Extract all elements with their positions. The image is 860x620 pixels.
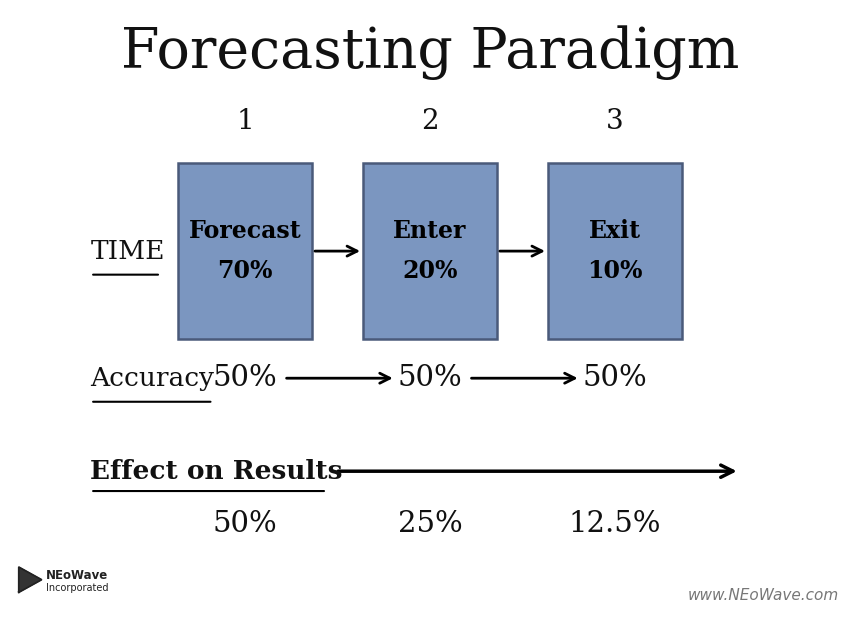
Text: 12.5%: 12.5% — [568, 510, 661, 538]
Text: 50%: 50% — [212, 510, 278, 538]
Text: 3: 3 — [606, 108, 624, 135]
Text: 2: 2 — [421, 108, 439, 135]
Text: 50%: 50% — [397, 364, 463, 392]
Text: TIME: TIME — [90, 239, 165, 264]
FancyBboxPatch shape — [363, 162, 497, 340]
Text: 50%: 50% — [212, 364, 278, 392]
Text: 50%: 50% — [582, 364, 648, 392]
FancyBboxPatch shape — [549, 162, 681, 340]
Text: 25%: 25% — [397, 510, 463, 538]
Text: Enter
20%: Enter 20% — [393, 219, 467, 283]
Polygon shape — [19, 567, 41, 592]
Text: 1: 1 — [237, 108, 254, 135]
Text: Accuracy: Accuracy — [90, 366, 214, 391]
Text: Effect on Results: Effect on Results — [90, 459, 343, 484]
Text: NEoWave: NEoWave — [46, 569, 108, 582]
Text: Forecasting Paradigm: Forecasting Paradigm — [120, 25, 740, 80]
Text: Exit
10%: Exit 10% — [587, 219, 642, 283]
Text: Forecast
70%: Forecast 70% — [189, 219, 301, 283]
Text: Incorporated: Incorporated — [46, 583, 108, 593]
FancyBboxPatch shape — [178, 162, 311, 340]
Text: www.NEoWave.com: www.NEoWave.com — [687, 588, 838, 603]
